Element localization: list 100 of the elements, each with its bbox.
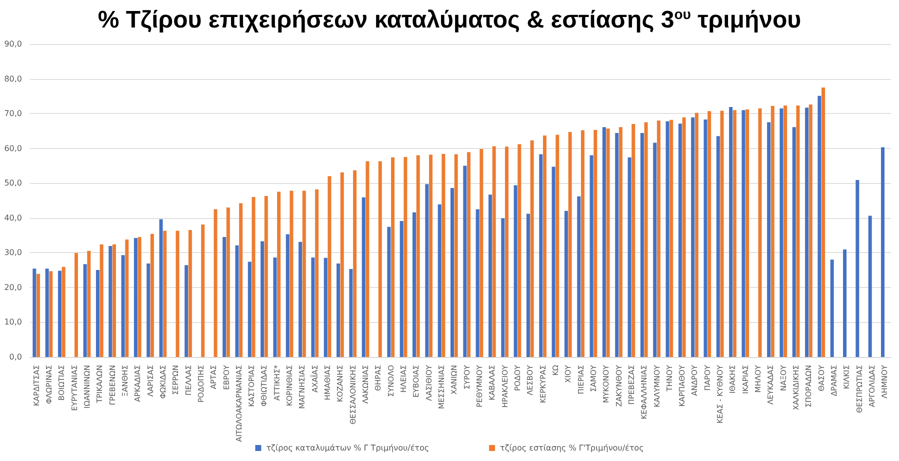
bar: [552, 166, 556, 357]
bar: [252, 197, 256, 357]
bar: [644, 122, 648, 357]
legend-label: τζίρος εστίασης % Γ'Τριμήνου/έτος: [500, 444, 644, 452]
bar: [822, 87, 826, 357]
bar: [45, 268, 49, 357]
bar: [580, 130, 584, 357]
bar: [577, 196, 581, 357]
bar: [32, 268, 36, 357]
bar: [746, 109, 750, 357]
bar: [159, 219, 163, 357]
bar: [682, 117, 686, 357]
bar: [235, 245, 239, 357]
bar: [729, 106, 733, 357]
bar: [539, 154, 543, 357]
bar: [184, 265, 188, 357]
bar: [501, 218, 505, 357]
bar: [792, 127, 796, 357]
bar: [454, 154, 458, 357]
bar: [632, 124, 636, 357]
bar: [843, 250, 847, 357]
bar: [324, 258, 328, 357]
bar: [758, 108, 762, 357]
bar: [366, 161, 370, 357]
bar: [796, 106, 800, 357]
bar: [49, 271, 53, 357]
bar: [260, 241, 264, 357]
bar: [830, 260, 834, 357]
bar: [248, 262, 252, 357]
bar: [514, 185, 518, 357]
bar: [656, 120, 660, 357]
bar: [412, 212, 416, 357]
bar: [442, 154, 446, 357]
bar: [805, 108, 809, 357]
bar: [62, 266, 66, 357]
bar: [176, 230, 180, 357]
bar: [36, 274, 40, 357]
bar: [438, 204, 442, 357]
bar: [467, 152, 471, 357]
bar: [298, 242, 302, 357]
bar: [564, 210, 568, 357]
bar: [239, 203, 243, 357]
bar: [146, 263, 150, 357]
bar: [429, 154, 433, 357]
bar: [290, 190, 294, 357]
bar: [362, 197, 366, 357]
bar: [463, 166, 467, 357]
y-tick-label: 50,0: [4, 178, 22, 188]
bar: [880, 147, 884, 357]
bar: [311, 258, 315, 357]
bar: [556, 134, 560, 357]
bar: [716, 136, 720, 357]
y-tick-label: 60,0: [4, 144, 22, 153]
bar: [349, 269, 353, 357]
bar: [666, 121, 670, 357]
y-tick-label: 90,0: [4, 40, 22, 48]
bar: [336, 263, 340, 357]
bar: [416, 155, 420, 357]
bar: [450, 188, 454, 357]
bar: [87, 250, 91, 357]
bar: [273, 258, 277, 357]
bar: [504, 146, 508, 357]
bar: [590, 155, 594, 357]
bar: [163, 230, 167, 357]
bar: [542, 135, 546, 357]
bar: [742, 110, 746, 357]
bar: [400, 221, 404, 357]
bar: [691, 117, 695, 357]
bar: [780, 108, 784, 357]
y-tick-label: 30,0: [4, 248, 22, 258]
y-tick-label: 10,0: [4, 318, 22, 327]
bar: [767, 122, 771, 357]
y-tick-label: 20,0: [4, 282, 22, 292]
bar: [476, 209, 480, 357]
bar: [518, 144, 522, 357]
bar: [353, 170, 357, 357]
bar: [732, 110, 736, 357]
bar: [74, 253, 78, 357]
bar: [125, 239, 129, 357]
bar: [121, 255, 125, 357]
bar: [694, 112, 698, 357]
bar: [704, 119, 708, 357]
bar: [100, 244, 104, 357]
bar: [150, 234, 154, 357]
bar: [720, 110, 724, 357]
bar: [606, 128, 610, 357]
bar: [670, 120, 674, 357]
bar: [628, 157, 632, 357]
bar: [640, 133, 644, 357]
bar: [784, 106, 788, 357]
bar: [391, 157, 395, 357]
bar: [526, 214, 530, 357]
bar: [214, 209, 218, 357]
bar: [138, 237, 142, 357]
bar: [602, 127, 606, 357]
bar: [112, 244, 116, 357]
bar: [108, 246, 112, 357]
bar: [387, 226, 391, 357]
bar: [83, 264, 87, 357]
y-tick-label: 0,0: [9, 352, 22, 362]
